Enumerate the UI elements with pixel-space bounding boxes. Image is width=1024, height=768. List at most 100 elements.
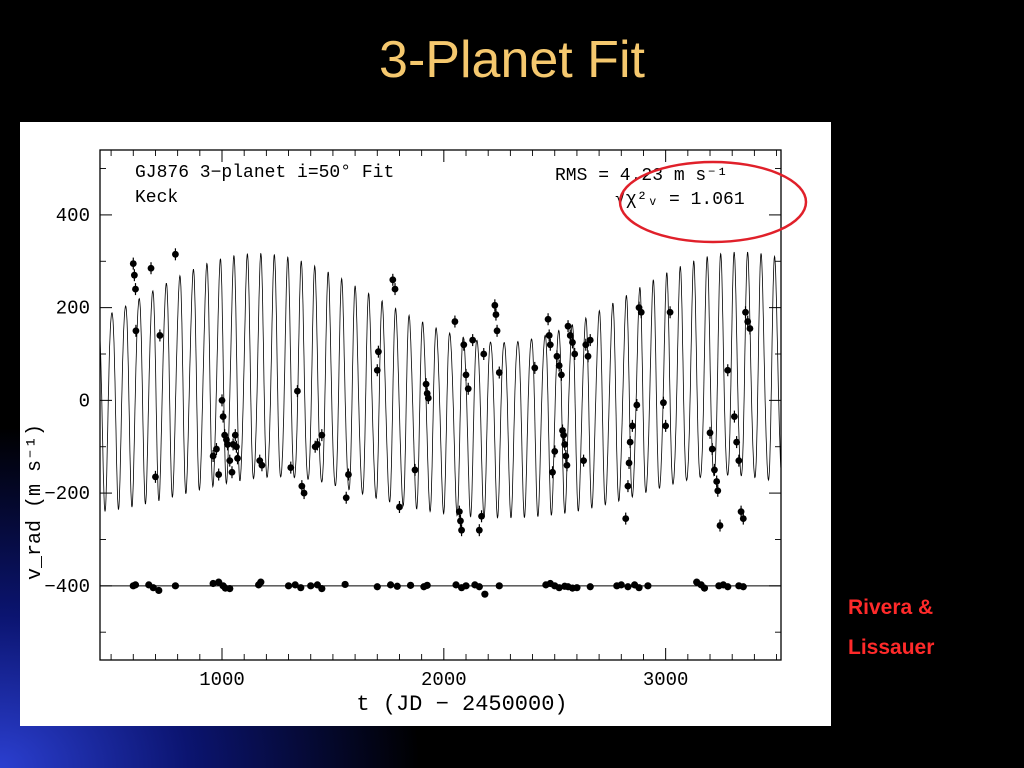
residual-point: [373, 583, 381, 591]
residual-point: [635, 584, 643, 592]
residual-point: [171, 582, 180, 590]
residual-point: [149, 584, 157, 592]
residual-point: [475, 583, 483, 591]
annotation-chi-squared: √χ²ᵥ = 1.061: [615, 189, 745, 210]
x-tick-label: 3000: [643, 669, 689, 691]
data-point: [569, 339, 576, 346]
data-point: [708, 445, 716, 453]
x-axis-label: t (JD − 2450000): [356, 692, 567, 717]
data-point: [564, 322, 572, 330]
data-point: [132, 285, 139, 293]
residual-point: [586, 583, 594, 591]
residual-point: [226, 585, 234, 593]
data-point: [218, 396, 226, 404]
residual-point: [393, 582, 401, 590]
data-point: [462, 371, 470, 379]
rv-chart: 1000 2000 3000 −400 −200 0 200 400 GJ876 3−plan…: [24, 149, 782, 717]
data-point: [731, 413, 738, 420]
credit: Rivera & Lissauer: [848, 588, 934, 668]
data-point: [563, 461, 571, 469]
data-point: [258, 461, 266, 469]
data-point: [345, 471, 352, 478]
data-points-layer: [129, 248, 754, 537]
data-point: [557, 371, 565, 379]
data-point: [130, 271, 138, 279]
residual-point: [644, 582, 652, 590]
residual-point: [155, 586, 163, 595]
data-point: [219, 413, 227, 420]
data-point: [389, 276, 397, 284]
residual-point: [624, 583, 632, 591]
data-point: [228, 468, 236, 476]
data-point: [735, 457, 743, 465]
data-point: [234, 454, 241, 462]
residual-point: [257, 578, 265, 586]
data-point: [549, 468, 556, 476]
data-point: [580, 457, 587, 465]
data-point: [626, 438, 634, 446]
data-point: [555, 362, 563, 369]
residual-point: [724, 583, 732, 591]
model-curve: [99, 251, 782, 520]
data-point: [147, 264, 155, 272]
data-point: [475, 526, 483, 534]
annotation-instrument: Keck: [135, 188, 178, 208]
residual-point: [573, 584, 581, 592]
data-point: [545, 332, 553, 339]
model-curve-layer: [99, 251, 782, 520]
residual-point: [700, 584, 709, 592]
data-point: [553, 352, 561, 360]
data-point: [666, 308, 674, 316]
data-point: [551, 447, 559, 455]
data-point: [716, 522, 724, 529]
data-point: [422, 380, 430, 388]
residual-point: [297, 584, 305, 592]
data-point: [226, 457, 234, 465]
y-tick-label: −200: [44, 483, 90, 505]
y-tick-label: 400: [56, 205, 90, 227]
data-point: [300, 489, 308, 497]
data-point: [391, 285, 399, 293]
residual-point: [452, 581, 460, 589]
data-point: [633, 401, 641, 409]
chart-figure: 1000 2000 3000 −400 −200 0 200 400 GJ876 3−plan…: [20, 122, 831, 726]
data-point: [495, 369, 503, 376]
data-point: [478, 512, 485, 520]
data-point: [313, 441, 321, 448]
data-point: [531, 364, 539, 372]
data-point: [374, 348, 382, 356]
residual-layer: [100, 578, 781, 598]
data-point: [637, 308, 645, 316]
y-tick-label: 200: [56, 298, 90, 320]
data-point: [458, 526, 465, 534]
residual-point: [307, 582, 315, 590]
y-axis-label: v_rad (m s⁻¹): [24, 424, 47, 580]
residual-point: [291, 581, 299, 589]
annotation-title: GJ876 3−planet i=50° Fit: [135, 163, 394, 183]
data-point: [424, 394, 432, 402]
data-point: [546, 341, 554, 349]
data-point: [129, 260, 137, 267]
data-point: [342, 494, 350, 502]
data-point: [706, 429, 714, 437]
data-point: [733, 438, 741, 446]
data-point: [739, 515, 747, 522]
data-point: [152, 473, 159, 481]
data-point: [622, 515, 630, 522]
data-point: [711, 466, 718, 474]
residual-point: [495, 582, 503, 590]
axes-layer: [99, 149, 782, 661]
data-point: [662, 422, 670, 430]
residual-point: [318, 585, 326, 593]
data-point: [624, 482, 632, 490]
data-point: [492, 311, 500, 318]
data-point: [156, 332, 164, 339]
residual-point: [386, 581, 395, 589]
data-point: [480, 350, 488, 358]
data-point: [460, 341, 468, 349]
data-point: [132, 327, 140, 335]
data-point: [714, 487, 722, 495]
plot-frame: [99, 149, 782, 661]
data-point: [742, 308, 749, 316]
x-tick-label: 1000: [199, 669, 245, 691]
